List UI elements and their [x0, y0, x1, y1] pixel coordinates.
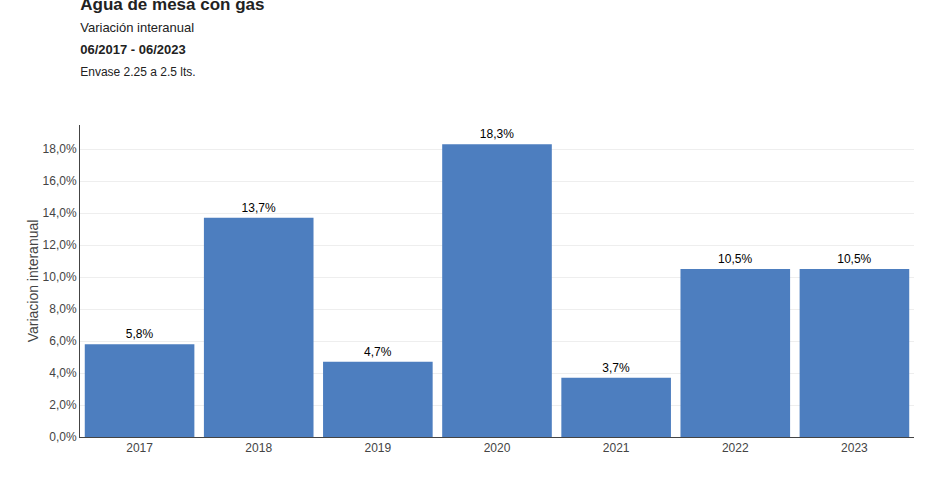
svg-text:14,0%: 14,0% [43, 206, 77, 220]
svg-text:2021: 2021 [603, 441, 630, 455]
svg-text:2020: 2020 [484, 441, 511, 455]
svg-text:4,0%: 4,0% [49, 366, 77, 380]
svg-text:2017: 2017 [126, 441, 153, 455]
svg-text:18,0%: 18,0% [43, 142, 77, 156]
svg-text:2023: 2023 [841, 441, 868, 455]
svg-text:2018: 2018 [245, 441, 272, 455]
svg-text:8,0%: 8,0% [49, 302, 77, 316]
svg-text:10,5%: 10,5% [718, 252, 752, 266]
svg-text:2019: 2019 [365, 441, 392, 455]
svg-text:2,0%: 2,0% [49, 398, 77, 412]
svg-text:16,0%: 16,0% [43, 174, 77, 188]
svg-text:5,8%: 5,8% [126, 327, 154, 341]
svg-text:4,7%: 4,7% [364, 345, 392, 359]
svg-text:10,5%: 10,5% [837, 252, 871, 266]
svg-text:Variacion interanual: Variacion interanual [25, 220, 41, 343]
svg-text:Agua de mesa con gasVariación: Agua de mesa con gasVariación interanual… [80, 0, 264, 79]
svg-text:6,0%: 6,0% [49, 334, 77, 348]
svg-text:2022: 2022 [722, 441, 749, 455]
svg-text:13,7%: 13,7% [242, 201, 276, 215]
svg-text:0,0%: 0,0% [49, 430, 77, 444]
svg-text:12,0%: 12,0% [43, 238, 77, 252]
svg-text:18,3%: 18,3% [480, 127, 514, 141]
svg-text:10,0%: 10,0% [43, 270, 77, 284]
svg-text:3,7%: 3,7% [602, 361, 630, 375]
